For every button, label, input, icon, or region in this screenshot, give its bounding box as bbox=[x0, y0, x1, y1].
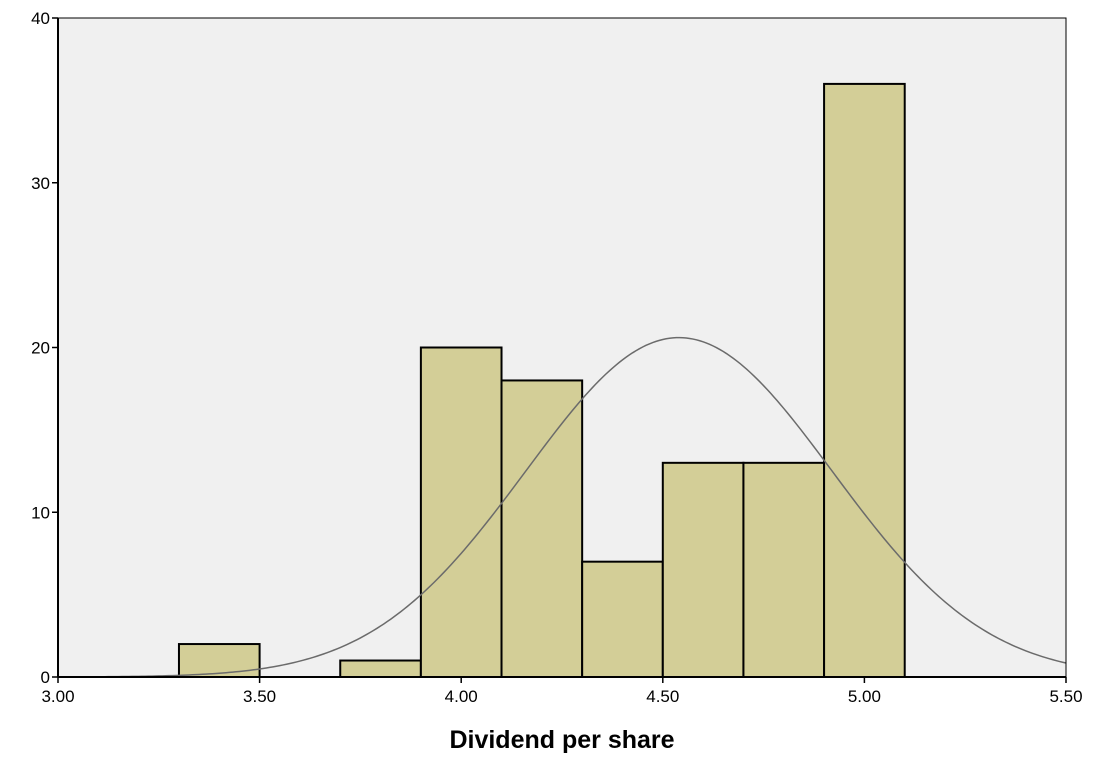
histogram-bar-3 bbox=[419, 346, 503, 678]
x-tick-label: 4.00 bbox=[445, 687, 478, 706]
x-ticks-group: 3.00 3.50 4.00 4.50 5.00 5.50 bbox=[41, 677, 1083, 706]
y-tick-label: 30 bbox=[31, 174, 50, 193]
x-tick-label: 5.00 bbox=[848, 687, 881, 706]
y-tick-label: 40 bbox=[31, 9, 50, 28]
x-axis-title: Dividend per share bbox=[449, 726, 674, 754]
histogram-bar-1 bbox=[177, 643, 261, 678]
y-tick-label: 20 bbox=[31, 339, 50, 358]
x-tick-label: 3.50 bbox=[243, 687, 276, 706]
histogram-bar-8 bbox=[823, 82, 906, 678]
y-tick-label: 10 bbox=[31, 503, 50, 522]
y-tick-label: 0 bbox=[41, 668, 50, 687]
bars-group bbox=[177, 82, 906, 679]
normal-curve bbox=[57, 336, 1067, 678]
histogram-bar-2 bbox=[339, 659, 422, 679]
x-tick-label: 3.00 bbox=[41, 687, 74, 706]
histogram-bar-7 bbox=[742, 461, 826, 679]
x-tick-label: 5.50 bbox=[1049, 687, 1082, 706]
histogram-bar-6 bbox=[661, 461, 745, 679]
histogram-bar-5 bbox=[581, 560, 664, 678]
histogram-bar-4 bbox=[500, 379, 584, 678]
y-ticks-group: 0 10 20 30 40 bbox=[31, 9, 58, 687]
x-tick-label: 4.50 bbox=[646, 687, 679, 706]
